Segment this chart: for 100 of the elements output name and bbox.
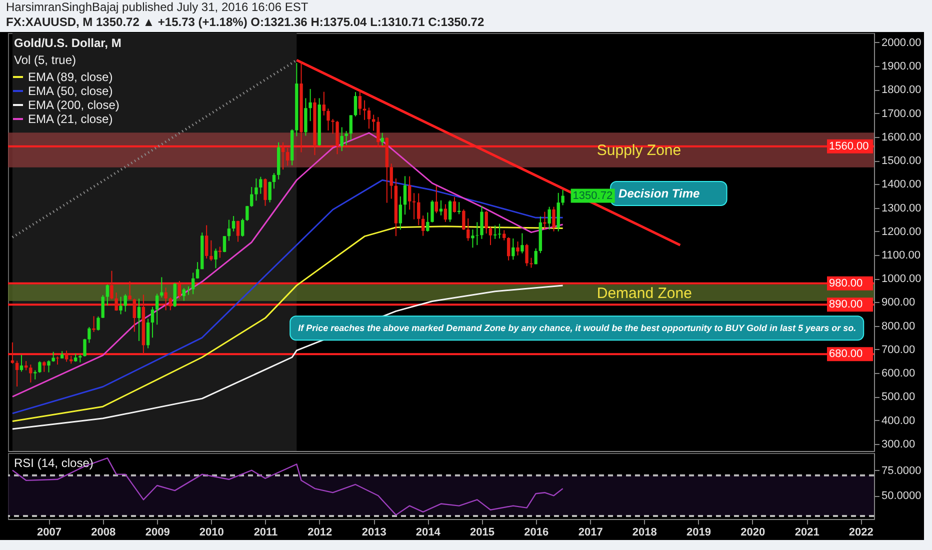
text: FX:XAUUSD, M 1350.72 ▲ +15.73 (+1.18%) O:1321.36 H:1375.04 L:1310.71 C:1350.72 (6, 15, 486, 30)
x-tick-label: 2017 (578, 526, 603, 538)
y-tick-label: 800.00 (882, 320, 916, 332)
y-tick-label: 1800.00 (882, 84, 922, 96)
x-tick-label: 2012 (308, 526, 332, 538)
chart-subtitle: HarsimranSinghBajaj published July 31, 2016 16:06 EST (6, 0, 310, 15)
legend-label: EMA (89, close) (28, 70, 113, 84)
candlestick (421, 215, 425, 236)
candlestick (376, 116, 380, 148)
annotation: Decision Time (618, 186, 700, 201)
candlestick (227, 219, 231, 242)
candlestick (88, 326, 91, 344)
candlestick (34, 370, 37, 380)
candlestick (155, 293, 159, 326)
y-tick-label: 1600.00 (882, 131, 922, 144)
candlestick (506, 236, 510, 261)
candlestick (408, 176, 412, 210)
y-tick-label: 500.00 (882, 391, 916, 404)
candlestick (232, 216, 236, 232)
candlestick (150, 306, 154, 338)
chart-title: RSI (14, close) (14, 456, 94, 470)
candlestick (349, 114, 353, 140)
candlestick (493, 224, 497, 240)
candlestick (42, 360, 46, 372)
candlestick (331, 118, 334, 134)
legend-label: EMA (200, close) (28, 98, 120, 112)
candlestick (322, 91, 326, 116)
candlestick (439, 200, 443, 216)
candlestick (182, 288, 186, 302)
candlestick (512, 238, 515, 260)
ref-line-label: 680.00 (829, 348, 863, 360)
ref-line-label: 980.00 (829, 277, 863, 290)
candlestick (137, 298, 141, 342)
y-tick-label: 75.0000 (882, 464, 922, 477)
y-tick-label: 2000.00 (882, 36, 922, 49)
candlestick (476, 222, 479, 246)
candlestick (146, 318, 150, 349)
y-tick-label: 1400.00 (882, 178, 922, 191)
candlestick (534, 248, 538, 265)
candlestick (372, 114, 376, 132)
candlestick (462, 208, 466, 230)
line-series (12, 457, 564, 516)
y-tick-label: 1000.00 (882, 273, 922, 286)
x-tick-label: 2008 (91, 526, 116, 538)
y-tick-label: 1900.00 (882, 60, 922, 73)
candlestick (354, 92, 358, 117)
x-tick-label: 2009 (145, 526, 170, 538)
candlestick (218, 246, 222, 258)
candlestick (214, 248, 218, 269)
candlestick (367, 107, 371, 130)
candlestick (444, 204, 448, 222)
candlestick (552, 206, 556, 232)
candlestick (196, 262, 200, 280)
candlestick (548, 206, 551, 230)
candlestick (64, 350, 68, 362)
candlestick (403, 176, 407, 216)
candlestick (29, 364, 32, 384)
candlestick (543, 211, 546, 230)
candlestick (308, 88, 312, 122)
candlestick (466, 218, 470, 242)
candlestick (516, 241, 520, 256)
candlestick (498, 223, 502, 239)
candlestick (484, 210, 488, 234)
candlestick (561, 190, 564, 206)
y-tick-label: 1200.00 (882, 226, 922, 238)
candlestick (488, 226, 492, 246)
candlestick (434, 186, 438, 214)
candlestick (380, 132, 384, 146)
candlestick (480, 206, 484, 240)
candlestick (96, 316, 100, 332)
band-label: Demand Zone (596, 284, 692, 302)
y-tick-label: 700.00 (882, 344, 916, 356)
y-tick-label: 50.0000 (882, 490, 922, 502)
candlestick (10, 342, 14, 364)
candlestick (264, 178, 267, 206)
band-label: Supply Zone (596, 142, 682, 160)
candlestick (525, 243, 528, 267)
y-tick-label: 1100.00 (882, 249, 920, 262)
x-tick-label: 2018 (632, 526, 657, 538)
annotation: Vol (5, true) (14, 53, 76, 67)
candlestick (110, 270, 114, 300)
x-tick-label: 2011 (254, 526, 278, 538)
ref-line-label: 1560.00 (829, 140, 869, 152)
y-tick-label: 900.00 (882, 296, 916, 309)
candlestick (191, 272, 195, 295)
candlestick (286, 148, 290, 166)
candlestick (186, 286, 190, 296)
candlestick (268, 181, 272, 203)
candlestick (92, 316, 96, 332)
candlestick (246, 205, 249, 222)
candlestick (281, 142, 285, 170)
candlestick (272, 172, 276, 190)
candlestick (83, 338, 86, 358)
candlestick (412, 192, 416, 220)
legend-label: EMA (21, close) (28, 112, 113, 126)
candlestick (222, 236, 226, 253)
y-tick-label: 600.00 (882, 368, 916, 380)
candlestick (502, 230, 506, 241)
x-tick-label: 2020 (740, 526, 766, 538)
candlestick (210, 240, 213, 262)
